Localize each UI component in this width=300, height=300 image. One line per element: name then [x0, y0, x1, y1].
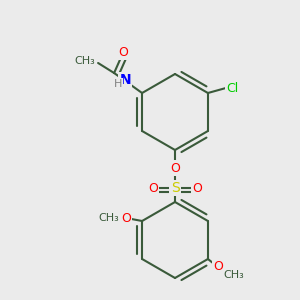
Text: CH₃: CH₃ — [74, 56, 95, 66]
Text: CH₃: CH₃ — [99, 213, 119, 223]
Text: Cl: Cl — [226, 82, 238, 94]
Text: CH₃: CH₃ — [224, 270, 244, 280]
Text: O: O — [118, 46, 128, 59]
Text: H: H — [114, 79, 122, 89]
Text: O: O — [121, 212, 131, 224]
Text: S: S — [171, 181, 179, 195]
Text: O: O — [148, 182, 158, 194]
Text: O: O — [170, 161, 180, 175]
Text: N: N — [119, 73, 131, 87]
Text: O: O — [192, 182, 202, 194]
Text: O: O — [213, 260, 223, 274]
